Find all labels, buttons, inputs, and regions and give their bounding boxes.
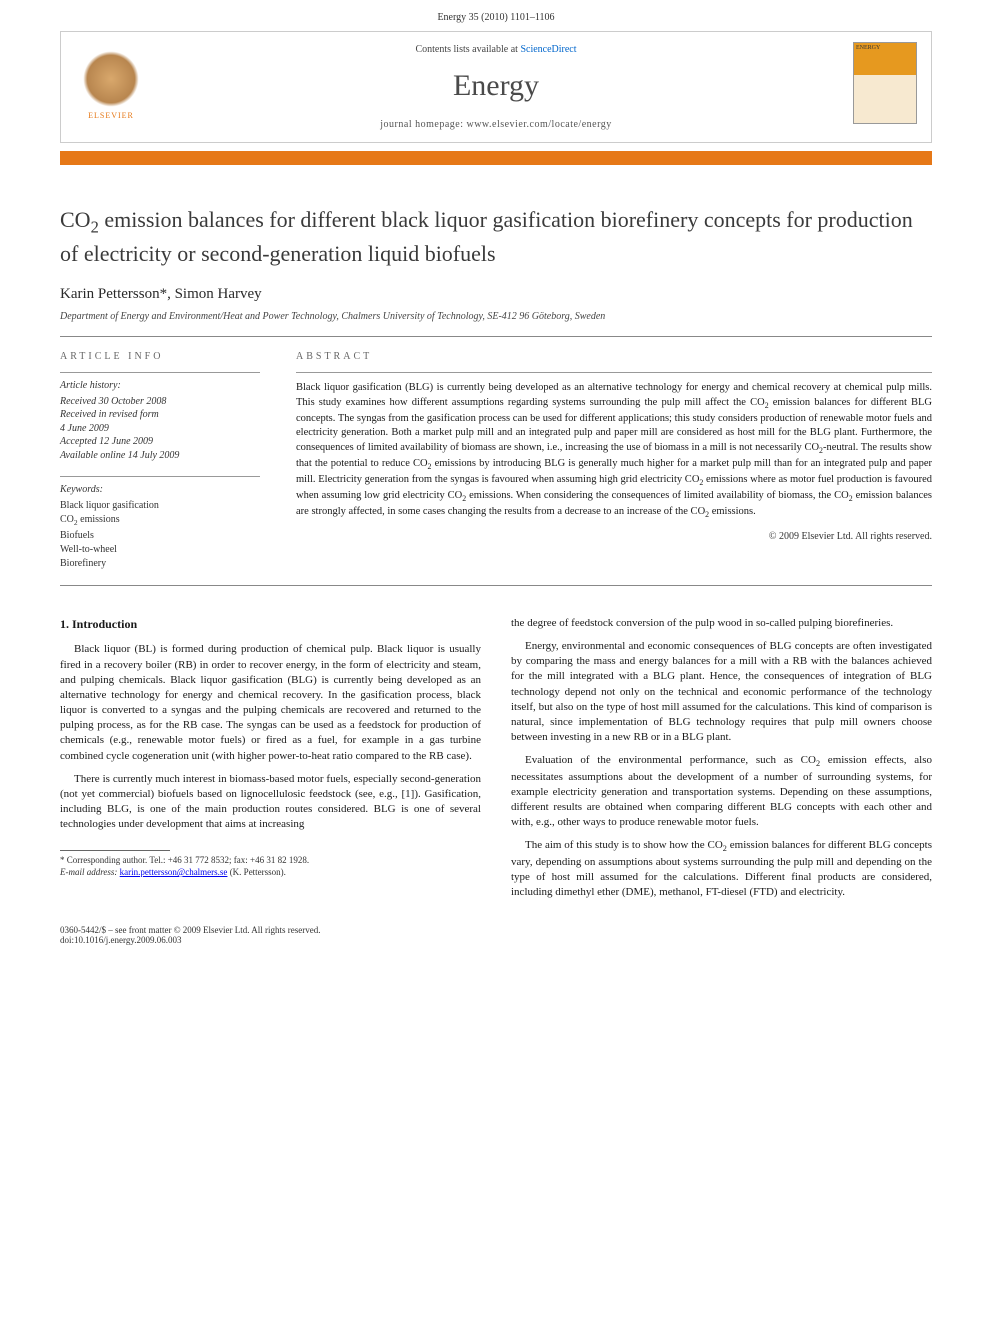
email-suffix: (K. Pettersson). xyxy=(227,867,286,877)
keywords-header: Keywords: xyxy=(60,483,260,497)
elsevier-logo: ELSEVIER xyxy=(75,42,147,120)
email-link[interactable]: karin.pettersson@chalmers.se xyxy=(120,867,228,877)
abstract-label: ABSTRACT xyxy=(296,351,932,362)
keywords-block: Keywords: Black liquor gasification CO2 … xyxy=(60,476,260,571)
footnote-corr: * Corresponding author. Tel.: +46 31 772… xyxy=(60,855,481,867)
article-title: CO2 emission balances for different blac… xyxy=(60,205,932,268)
authors: Karin Pettersson*, Simon Harvey xyxy=(60,286,932,303)
right-column: the degree of feedstock conversion of th… xyxy=(511,616,932,909)
history-line: 4 June 2009 xyxy=(60,422,260,436)
contents-banner: ELSEVIER ENERGY Contents lists available… xyxy=(60,31,932,143)
footnote-email: E-mail address: karin.pettersson@chalmer… xyxy=(60,867,481,879)
homepage-line: journal homepage: www.elsevier.com/locat… xyxy=(61,119,931,130)
history-line: Received 30 October 2008 xyxy=(60,395,260,409)
article-info-label: ARTICLE INFO xyxy=(60,351,260,362)
homepage-label: journal homepage: xyxy=(380,119,466,130)
body-paragraph: Evaluation of the environmental performa… xyxy=(511,753,932,830)
body-columns: 1. Introduction Black liquor (BL) is for… xyxy=(60,616,932,909)
keyword: CO2 emissions xyxy=(60,513,260,529)
footnote-separator xyxy=(60,850,170,851)
journal-cover-thumbnail: ENERGY xyxy=(853,42,917,124)
footer-doi: doi:10.1016/j.energy.2009.06.003 xyxy=(60,935,932,945)
corresponding-author-footnote: * Corresponding author. Tel.: +46 31 772… xyxy=(60,855,481,878)
abstract-column: ABSTRACT Black liquor gasification (BLG)… xyxy=(296,337,932,571)
elsevier-tree-icon xyxy=(83,51,139,107)
sciencedirect-link[interactable]: ScienceDirect xyxy=(520,44,576,55)
cover-label: ENERGY xyxy=(856,45,880,51)
keyword: Biofuels xyxy=(60,529,260,543)
article-info-column: ARTICLE INFO Article history: Received 3… xyxy=(60,337,260,571)
email-label: E-mail address: xyxy=(60,867,120,877)
citation-header: Energy 35 (2010) 1101–1106 xyxy=(0,0,992,31)
abstract-text: Black liquor gasification (BLG) is curre… xyxy=(296,372,932,520)
meta-row: ARTICLE INFO Article history: Received 3… xyxy=(60,337,932,571)
affiliation: Department of Energy and Environment/Hea… xyxy=(60,311,932,322)
history-line: Received in revised form xyxy=(60,408,260,422)
homepage-url[interactable]: www.elsevier.com/locate/energy xyxy=(466,119,611,130)
history-line: Accepted 12 June 2009 xyxy=(60,435,260,449)
left-column: 1. Introduction Black liquor (BL) is for… xyxy=(60,616,481,909)
section-1-heading: 1. Introduction xyxy=(60,616,481,633)
contents-text: Contents lists available at xyxy=(415,44,520,55)
body-paragraph: Energy, environmental and economic conse… xyxy=(511,639,932,745)
rule xyxy=(60,585,932,586)
keyword: Biorefinery xyxy=(60,557,260,571)
keyword: Black liquor gasification xyxy=(60,499,260,513)
body-paragraph: The aim of this study is to show how the… xyxy=(511,838,932,900)
contents-line: Contents lists available at ScienceDirec… xyxy=(61,44,931,55)
orange-divider-bar xyxy=(60,151,932,165)
article-history: Article history: Received 30 October 200… xyxy=(60,372,260,462)
body-paragraph: the degree of feedstock conversion of th… xyxy=(511,616,932,631)
body-paragraph: Black liquor (BL) is formed during produ… xyxy=(60,642,481,763)
footer-copyright: 0360-5442/$ – see front matter © 2009 El… xyxy=(60,925,932,935)
elsevier-name: ELSEVIER xyxy=(88,111,134,120)
history-header: Article history: xyxy=(60,379,260,393)
body-paragraph: There is currently much interest in biom… xyxy=(60,772,481,833)
journal-name: Energy xyxy=(61,69,931,103)
history-line: Available online 14 July 2009 xyxy=(60,449,260,463)
abstract-copyright: © 2009 Elsevier Ltd. All rights reserved… xyxy=(296,531,932,542)
keyword: Well-to-wheel xyxy=(60,543,260,557)
